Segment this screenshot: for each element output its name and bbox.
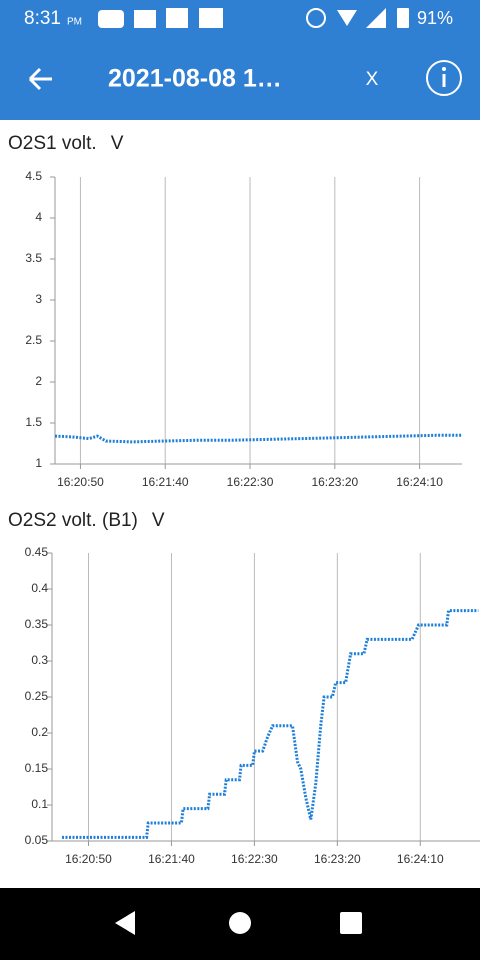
y-tick-label: 0.05 (25, 833, 49, 847)
y-tick-label: 4.5 (25, 169, 42, 183)
nav-back[interactable] (115, 911, 135, 935)
x-tick-label: 16:24:10 (397, 852, 444, 866)
data-line (54, 433, 462, 444)
y-tick-label: 4 (35, 210, 42, 224)
y-tick-label: 1 (35, 456, 42, 470)
y-tick-label: 0.1 (31, 797, 48, 811)
battery: 91% (417, 8, 453, 28)
y-tick-label: 0.35 (25, 617, 49, 631)
chart-unit: V (111, 133, 124, 154)
y-tick-label: 0.25 (25, 689, 49, 703)
y-tick-label: 3 (35, 292, 42, 306)
chart-unit: V (152, 510, 165, 531)
ampm: PM (67, 17, 82, 28)
x-tick-label: 16:21:40 (142, 475, 189, 489)
back-button[interactable] (28, 67, 52, 91)
system-icons (306, 8, 409, 28)
x-tick-label: 16:23:20 (311, 475, 358, 489)
x-tick-label: 16:23:20 (314, 852, 361, 866)
y-tick-label: 2 (35, 374, 42, 388)
x-tick-label: 16:22:30 (227, 475, 274, 489)
info-button[interactable] (426, 60, 462, 96)
y-tick-label: 3.5 (25, 251, 42, 265)
y-tick-label: 0.3 (31, 653, 48, 667)
y-tick-label: 2.5 (25, 333, 42, 347)
chart-title: O2S2 volt. (B1) (8, 510, 138, 531)
y-tick-label: 0.4 (31, 581, 48, 595)
close-button[interactable]: X (366, 69, 379, 90)
nav-home[interactable] (229, 912, 251, 934)
notification-icons (98, 8, 223, 28)
clock: 8:31 (24, 8, 61, 29)
y-tick-label: 0.15 (25, 761, 49, 775)
x-tick-label: 16:24:10 (396, 475, 443, 489)
y-tick-label: 0.2 (31, 725, 48, 739)
x-tick-label: 16:20:50 (65, 852, 112, 866)
y-tick-label: 1.5 (25, 415, 42, 429)
app-title: 2021-08-08 1… (108, 65, 282, 93)
x-tick-label: 16:22:30 (231, 852, 278, 866)
chart-title: O2S1 volt. (8, 133, 97, 154)
nav-recents[interactable] (340, 912, 362, 934)
x-tick-label: 16:20:50 (57, 475, 104, 489)
data-line (62, 609, 479, 839)
y-tick-label: 0.45 (25, 545, 49, 559)
x-tick-label: 16:21:40 (148, 852, 195, 866)
